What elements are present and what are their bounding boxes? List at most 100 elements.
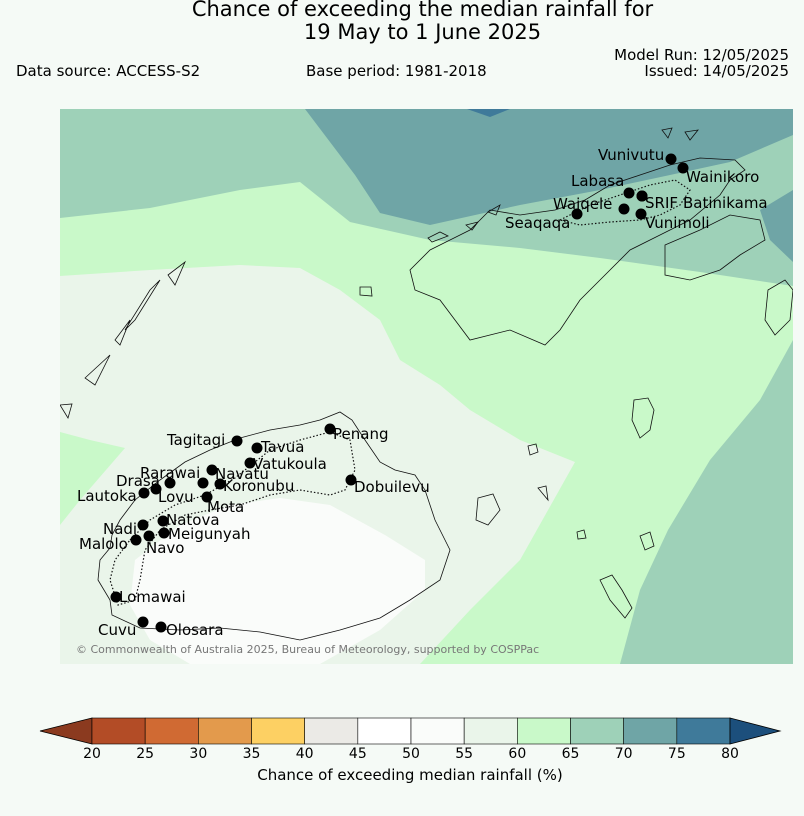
island-east	[764, 279, 793, 336]
station-label: Navo	[146, 539, 184, 557]
station-marker	[143, 530, 155, 542]
band-70-75-east	[760, 190, 793, 262]
colorbar-segment	[463, 717, 518, 745]
station-marker	[618, 203, 630, 215]
vanua-levu-sugar-district	[558, 179, 691, 226]
colorbar-segment	[198, 717, 252, 745]
station-label: Batinikama	[683, 194, 768, 212]
station-marker	[157, 515, 169, 527]
station-label: Lautoka	[77, 487, 137, 505]
station-label: Drasa	[116, 472, 160, 490]
station-marker	[150, 483, 162, 495]
station-label: Nadi	[103, 520, 137, 538]
island-small-2	[537, 485, 549, 502]
colorbar-segment	[304, 717, 359, 745]
station-label: Vunivutu	[598, 146, 664, 164]
station-marker	[677, 162, 689, 174]
band-50-55	[130, 498, 425, 664]
colorbar-tick-label: 20	[83, 746, 101, 762]
station-marker	[636, 190, 648, 202]
station-marker	[635, 208, 647, 220]
viti-levu-sugar-district	[109, 431, 356, 606]
station-marker	[201, 491, 213, 503]
station-label: Rarawai	[140, 464, 200, 482]
colorbar-tick-label: 60	[508, 746, 526, 762]
colorbar-tick-label: 70	[615, 746, 633, 762]
band-60-65-west	[60, 432, 125, 525]
station-label: Navatu	[215, 465, 269, 483]
station-marker	[324, 423, 336, 435]
colorbar-segment	[570, 717, 624, 745]
northern-islets	[427, 127, 699, 243]
base-period: Base period: 1981-2018	[306, 62, 487, 80]
issued-date: Issued: 14/05/2025	[644, 62, 789, 80]
station-marker	[244, 457, 256, 469]
title-line-2: 19 May to 1 June 2025	[303, 20, 542, 44]
copyright-notice: © Commonwealth of Australia 2025, Bureau…	[76, 643, 539, 656]
colorbar-tick-label: 25	[136, 746, 154, 762]
station-marker	[110, 591, 122, 603]
title-line-1: Chance of exceeding the median rainfall …	[191, 0, 654, 21]
station-label: Cuvu	[98, 621, 136, 639]
colorbar-segment	[144, 717, 199, 745]
island-small-3	[639, 531, 655, 551]
colorbar-segment	[676, 717, 731, 745]
band-75-80	[467, 109, 510, 117]
station-label: SRIF	[645, 194, 678, 212]
station-label: Natova	[166, 511, 220, 529]
taveuni-coast	[664, 214, 766, 281]
station-label: Tavua	[260, 438, 304, 456]
station-label: Vunimoli	[645, 214, 710, 232]
station-label: Labasa	[571, 172, 624, 190]
station-label: Koronubu	[223, 477, 294, 495]
station-marker	[137, 616, 149, 628]
colorbar-tick-label: 75	[668, 746, 686, 762]
island-ovalau	[631, 397, 655, 439]
district-boundaries	[109, 179, 691, 606]
station-marker	[214, 478, 226, 490]
colorbar-tick-label: 40	[296, 746, 314, 762]
station-label: Malolo	[79, 535, 128, 553]
station-label: Seaqaqa	[505, 214, 570, 232]
station-marker	[130, 534, 142, 546]
colorbar-segment	[357, 717, 412, 745]
station-marker	[138, 487, 150, 499]
colorbar-segment	[251, 717, 305, 745]
station-marker	[251, 442, 263, 454]
station-label: Dobuilevu	[354, 478, 430, 496]
station-marker	[623, 187, 635, 199]
station-marker	[345, 474, 357, 486]
colorbar-tick-label: 30	[189, 746, 207, 762]
station-marker	[155, 621, 167, 633]
island-small-5	[359, 286, 373, 297]
colorbar-tick-label: 65	[562, 746, 580, 762]
station-marker	[164, 477, 176, 489]
station-label: Lomawai	[119, 588, 186, 606]
station-label: Meigunyah	[168, 525, 250, 543]
colorbar-tick-label: 55	[455, 746, 473, 762]
station-label: Waiqele	[553, 195, 612, 213]
station-marker	[158, 527, 170, 539]
colorbar-tick-label: 80	[721, 746, 739, 762]
station-marker	[137, 519, 149, 531]
colorbar-segment	[623, 717, 678, 745]
island-beqa	[475, 493, 501, 526]
band-70-75	[305, 109, 793, 225]
colorbar-segment	[91, 717, 146, 745]
station-marker	[665, 153, 677, 165]
island-small-1	[527, 443, 539, 456]
station-marker	[197, 477, 209, 489]
station-label: Wainikoro	[686, 168, 759, 186]
station-label: Lovu	[158, 488, 194, 506]
station-label: Tagitagi	[166, 431, 225, 449]
station-marker	[206, 464, 218, 476]
colorbar-tick-label: 45	[349, 746, 367, 762]
colorbar-tick-label: 50	[402, 746, 420, 762]
station-marker	[571, 208, 583, 220]
island-small-4	[576, 529, 587, 540]
station-marker	[231, 435, 243, 447]
map-title: Chance of exceeding the median rainfall …	[0, 0, 804, 44]
colorbar-label: Chance of exceeding median rainfall (%)	[257, 766, 562, 784]
station-label: Mota	[207, 498, 244, 516]
